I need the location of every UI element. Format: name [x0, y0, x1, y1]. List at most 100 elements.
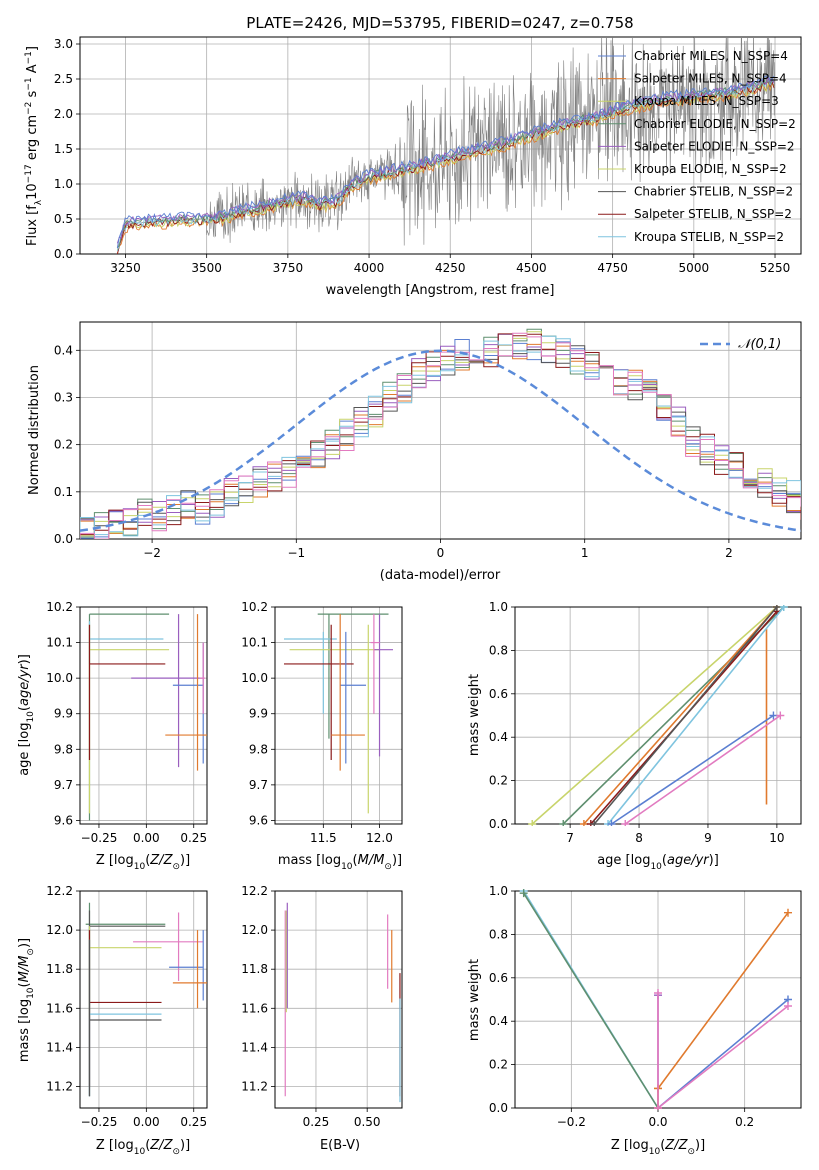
y-tick-label: 0.2	[489, 1058, 508, 1072]
legend-label: Kroupa ELODIE, N_SSP=2	[634, 162, 787, 176]
y-tick-label: 9.6	[54, 813, 73, 827]
x-tick-label: 2	[725, 546, 733, 560]
y-tick-label: 10.1	[46, 636, 73, 650]
x-tick-label: 11.5	[310, 831, 337, 845]
y-axis-label: mass weight	[467, 674, 482, 756]
x-axis-label: Z [log10(Z/Z⊙)]	[96, 1138, 190, 1157]
mass-weight-line	[611, 714, 774, 825]
y-tick-label: 10.1	[241, 636, 268, 650]
model-line-purple	[116, 75, 775, 244]
model-line-lightblue	[116, 78, 775, 252]
y-tick-label: 1.0	[54, 177, 73, 191]
y-tick-label: 9.7	[249, 778, 268, 792]
panel-mass-vs-Z: −0.25 0.00 0.25 11.2 11.4 11.6 11.8 12.0 12.2 Z […	[17, 884, 208, 1157]
x-tick-label: −0.25	[81, 831, 118, 845]
y-tick-label: 0.5	[54, 212, 73, 226]
y-tick-label: 9.8	[249, 742, 268, 756]
x-tick-label: 0.2	[735, 1115, 754, 1129]
y-tick-label: 1.0	[489, 884, 508, 898]
y-tick-label: 11.6	[46, 1001, 73, 1015]
x-axis-label: mass [log10(M/M⊙)]	[278, 853, 402, 872]
axes-frame	[514, 606, 802, 825]
legend-label: Chabrier MILES, N_SSP=4	[634, 49, 788, 63]
x-axis-label: wavelength [Angstrom, rest frame]	[326, 283, 555, 298]
mass-vs-ebv-plot-area	[284, 902, 401, 1103]
mass-weight-line	[657, 1005, 789, 1109]
model-line-blue	[116, 75, 775, 249]
plus-marker	[772, 605, 781, 611]
histogram-pink	[80, 332, 801, 539]
x-tick-label: 5000	[679, 261, 710, 275]
y-tick-label: 9.9	[54, 707, 73, 721]
mass-weight-line	[562, 606, 785, 825]
legend-label: Salpeter STELIB, N_SSP=2	[634, 207, 792, 221]
figure-title: PLATE=2426, MJD=53795, FIBERID=0247, z=0…	[246, 14, 633, 32]
y-axis-label: Flux [fλ10−17 erg cm−2 s−1 A−1]	[24, 46, 44, 246]
legend-label: Salpeter MILES, N_SSP=4	[634, 72, 787, 86]
x-axis-label: age [log10(age/yr)]	[597, 853, 719, 872]
x-tick-label: −1	[287, 546, 305, 560]
x-tick-label: 3250	[110, 261, 141, 275]
y-tick-label: 10.2	[241, 600, 268, 614]
y-tick-label: 12.2	[241, 884, 268, 898]
y-tick-label: 2.0	[54, 107, 73, 121]
y-tick-label: 11.2	[46, 1079, 73, 1093]
plus-marker	[776, 711, 785, 720]
plus-marker	[559, 820, 568, 826]
y-axis-label: mass weight	[467, 959, 482, 1041]
spectrum-data-line	[117, 37, 775, 249]
plus-marker	[784, 908, 792, 917]
legend-label: Salpeter ELODIE, N_SSP=2	[634, 139, 795, 153]
y-tick-label: 12.2	[46, 884, 73, 898]
y-axis-label: mass [log10(M/M⊙)]	[17, 938, 36, 1062]
x-tick-label: 5250	[760, 261, 791, 275]
y-tick-label: 0.0	[489, 817, 508, 831]
y-tick-label: 2.5	[54, 72, 73, 86]
y-tick-label: 12.0	[241, 923, 268, 937]
x-tick-label: 3500	[191, 261, 222, 275]
x-tick-label: 0.25	[303, 1115, 330, 1129]
age-vs-Z-plot-area	[88, 613, 207, 821]
y-tick-label: 11.8	[241, 962, 268, 976]
y-tick-label: 10.2	[46, 600, 73, 614]
x-tick-label: 0.00	[133, 831, 160, 845]
y-tick-label: 0.4	[489, 730, 508, 744]
y-tick-label: 0.0	[54, 532, 73, 546]
x-tick-label: 0.25	[180, 831, 207, 845]
weight-vs-age-plot-area	[528, 605, 788, 826]
axes-frame	[79, 36, 802, 255]
panel-mass-vs-ebv: 0.25 0.50 11.2 11.4 11.6 11.8 12.0 12.2 E(B-V)	[241, 884, 403, 1153]
plus-marker	[607, 820, 616, 826]
y-tick-label: 3.0	[54, 37, 73, 51]
mass-vs-Z-plot-area	[85, 902, 207, 1097]
model-line-darkred	[117, 80, 775, 254]
y-tick-label: 1.5	[54, 142, 73, 156]
x-tick-label: −2	[143, 546, 161, 560]
y-tick-label: 9.6	[249, 813, 268, 827]
y-tick-label: 0.8	[489, 927, 508, 941]
legend-label: Kroupa MILES, N_SSP=3	[634, 94, 779, 108]
y-tick-label: 11.8	[46, 962, 73, 976]
y-tick-label: 0.3	[54, 390, 73, 404]
plus-marker	[784, 1002, 792, 1011]
x-tick-label: 12.0	[366, 831, 393, 845]
x-tick-label: 8	[635, 831, 643, 845]
y-tick-label: 11.6	[241, 1001, 268, 1015]
y-tick-label: 0.1	[54, 485, 73, 499]
plus-marker	[621, 820, 630, 826]
mass-weight-line	[593, 606, 778, 825]
x-tick-label: 0.00	[133, 1115, 160, 1129]
histogram-lightblue	[80, 335, 801, 539]
x-tick-label: 4500	[516, 261, 547, 275]
residual-plot-area	[80, 328, 801, 539]
x-axis-label: E(B-V)	[320, 1138, 360, 1153]
plus-marker	[519, 889, 528, 898]
y-tick-label: 0.4	[54, 343, 73, 357]
y-axis-label: age [log10(age/yr)]	[17, 654, 36, 776]
y-tick-label: 0.4	[489, 1014, 508, 1028]
panel-age-vs-Z: −0.25 0.00 0.25 9.6 9.7 9.8 9.9 10.0 10.1 10.2 Z […	[17, 600, 208, 872]
mass-weight-line	[523, 892, 659, 1109]
mass-weight-line	[624, 714, 781, 825]
legend-label: Chabrier ELODIE, N_SSP=2	[634, 117, 796, 131]
